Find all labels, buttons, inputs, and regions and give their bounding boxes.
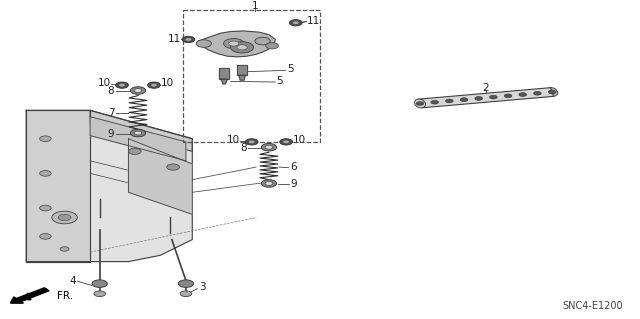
Circle shape xyxy=(548,90,556,94)
Circle shape xyxy=(289,20,302,26)
Circle shape xyxy=(167,164,179,170)
Circle shape xyxy=(119,84,125,86)
Ellipse shape xyxy=(547,88,557,96)
Circle shape xyxy=(129,148,141,154)
Circle shape xyxy=(94,291,106,297)
Circle shape xyxy=(178,280,193,287)
Polygon shape xyxy=(90,110,192,151)
Ellipse shape xyxy=(415,99,426,108)
Text: 6: 6 xyxy=(290,162,296,172)
Circle shape xyxy=(134,89,142,93)
Text: SNC4-E1200: SNC4-E1200 xyxy=(563,301,623,311)
Circle shape xyxy=(460,98,468,101)
Circle shape xyxy=(265,145,273,149)
Text: 5: 5 xyxy=(287,64,293,74)
Text: 10: 10 xyxy=(161,78,173,88)
Polygon shape xyxy=(219,68,229,79)
Circle shape xyxy=(280,139,292,145)
Circle shape xyxy=(92,280,108,287)
Circle shape xyxy=(475,97,483,100)
Circle shape xyxy=(58,214,71,221)
Circle shape xyxy=(245,139,258,145)
Polygon shape xyxy=(197,31,275,57)
Circle shape xyxy=(534,92,541,95)
Polygon shape xyxy=(419,88,554,108)
Circle shape xyxy=(431,100,438,104)
Text: 5: 5 xyxy=(276,76,283,86)
Polygon shape xyxy=(129,139,192,214)
Circle shape xyxy=(249,140,255,143)
Polygon shape xyxy=(239,75,245,80)
Text: 11: 11 xyxy=(168,34,180,44)
Circle shape xyxy=(265,182,273,185)
Polygon shape xyxy=(221,79,227,84)
Polygon shape xyxy=(26,110,90,262)
Circle shape xyxy=(230,42,253,53)
Circle shape xyxy=(148,82,161,88)
Text: 3: 3 xyxy=(198,282,205,292)
Text: 1: 1 xyxy=(252,1,258,11)
Circle shape xyxy=(504,94,512,98)
Circle shape xyxy=(151,84,157,86)
Text: 7: 7 xyxy=(108,108,115,118)
Text: 8: 8 xyxy=(240,143,246,152)
Circle shape xyxy=(40,136,51,142)
Polygon shape xyxy=(237,65,247,75)
Text: 10: 10 xyxy=(97,78,111,88)
Circle shape xyxy=(266,43,278,49)
Text: 9: 9 xyxy=(108,129,115,139)
Text: 10: 10 xyxy=(227,135,239,145)
Circle shape xyxy=(116,82,129,88)
Circle shape xyxy=(223,39,244,48)
Text: FR.: FR. xyxy=(57,291,73,301)
Circle shape xyxy=(182,36,195,43)
Bar xyxy=(182,10,320,142)
Text: 8: 8 xyxy=(108,86,115,96)
Circle shape xyxy=(60,247,69,251)
Circle shape xyxy=(228,41,239,46)
Circle shape xyxy=(131,129,146,137)
Circle shape xyxy=(186,38,191,41)
Circle shape xyxy=(40,234,51,239)
Circle shape xyxy=(237,45,247,50)
Circle shape xyxy=(284,140,289,143)
Text: 11: 11 xyxy=(307,16,321,26)
Circle shape xyxy=(416,102,424,105)
Circle shape xyxy=(490,95,497,99)
Circle shape xyxy=(40,171,51,176)
Circle shape xyxy=(131,87,146,94)
Text: 4: 4 xyxy=(69,276,76,286)
Circle shape xyxy=(519,93,527,96)
Circle shape xyxy=(40,205,51,211)
Text: 10: 10 xyxy=(292,135,306,145)
FancyArrow shape xyxy=(10,288,49,303)
Circle shape xyxy=(52,211,77,224)
Polygon shape xyxy=(26,110,192,262)
Circle shape xyxy=(261,180,276,187)
Circle shape xyxy=(255,37,270,45)
Circle shape xyxy=(445,99,453,103)
Circle shape xyxy=(293,21,299,24)
Circle shape xyxy=(180,291,191,297)
Polygon shape xyxy=(90,117,186,161)
Text: 9: 9 xyxy=(290,179,296,189)
Circle shape xyxy=(134,131,142,135)
Text: 2: 2 xyxy=(483,83,490,93)
Circle shape xyxy=(196,40,211,47)
Circle shape xyxy=(261,144,276,151)
